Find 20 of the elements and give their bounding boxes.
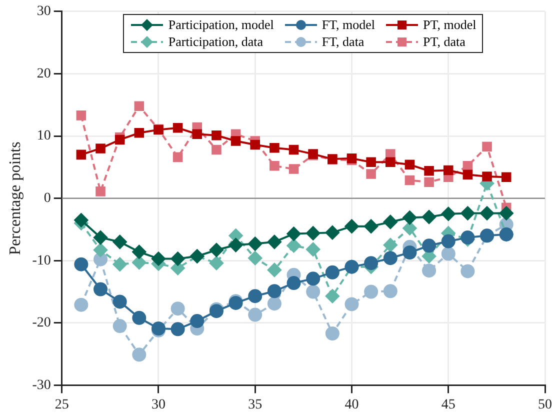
- y-axis-title: Percentage points: [6, 142, 24, 255]
- legend-label: FT, model: [322, 17, 376, 34]
- y-tick-label: 10: [36, 128, 51, 144]
- x-tick-label: 40: [344, 397, 359, 412]
- legend-label: PT, data: [423, 34, 466, 50]
- x-tick-label: 45: [441, 397, 456, 412]
- x-tick-label: 50: [538, 397, 552, 412]
- legend-label: FT, data: [322, 34, 364, 50]
- x-tick-label: 35: [248, 397, 262, 412]
- y-tick-label: 20: [36, 66, 51, 82]
- y-tick-label: 30: [36, 4, 51, 20]
- legend-label: Participation, data: [168, 34, 264, 50]
- y-tick-label: -20: [32, 316, 51, 331]
- y-tick-label: -10: [32, 253, 51, 268]
- y-tick-label: -30: [32, 378, 51, 393]
- legend-label: Participation, model: [168, 17, 274, 34]
- y-tick-label: 0: [44, 190, 51, 206]
- legend-label: PT, model: [423, 17, 476, 34]
- x-tick-label: 25: [54, 397, 69, 412]
- x-tick-label: 30: [151, 397, 166, 412]
